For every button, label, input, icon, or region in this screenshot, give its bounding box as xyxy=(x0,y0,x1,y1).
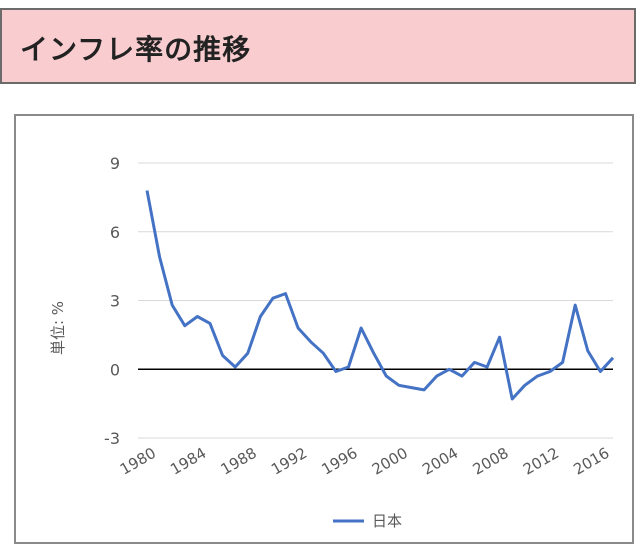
legend: 日本 xyxy=(333,512,402,530)
grid-lines xyxy=(138,162,613,439)
x-tick-label: 2004 xyxy=(419,444,461,479)
y-tick-label: 9 xyxy=(110,154,120,173)
page-title: インフレ率の推移 xyxy=(20,33,252,66)
x-tick-label: 2008 xyxy=(470,444,512,479)
y-axis-label: 単位: % xyxy=(49,301,67,355)
series-line-0 xyxy=(145,190,615,401)
x-tick-label: 2016 xyxy=(570,444,612,479)
x-tick-labels: 1980 1984 1988 1992 1996 2000 2004 2008 2012 2016 xyxy=(117,444,612,479)
x-tick-label: 1988 xyxy=(218,444,260,479)
x-tick-label: 1984 xyxy=(167,444,209,479)
series-layer xyxy=(145,190,615,401)
x-tick-label: 1980 xyxy=(117,444,159,479)
chart-frame: -3 0 3 6 9 1980 1984 1988 1992 1996 2000 2004 2008 2… xyxy=(14,114,634,544)
x-tick-label: 1992 xyxy=(268,444,310,479)
x-tick-label: 2012 xyxy=(520,444,562,479)
y-tick-label: 0 xyxy=(110,360,120,379)
y-tick-label: 6 xyxy=(110,223,120,242)
y-tick-labels: -3 0 3 6 9 xyxy=(104,154,120,448)
y-tick-label: -3 xyxy=(104,429,120,448)
x-tick-label: 1996 xyxy=(318,444,360,479)
title-bar: インフレ率の推移 xyxy=(0,8,636,84)
x-tick-label: 2000 xyxy=(369,444,411,479)
y-tick-label: 3 xyxy=(110,292,120,311)
legend-label: 日本 xyxy=(372,512,402,530)
